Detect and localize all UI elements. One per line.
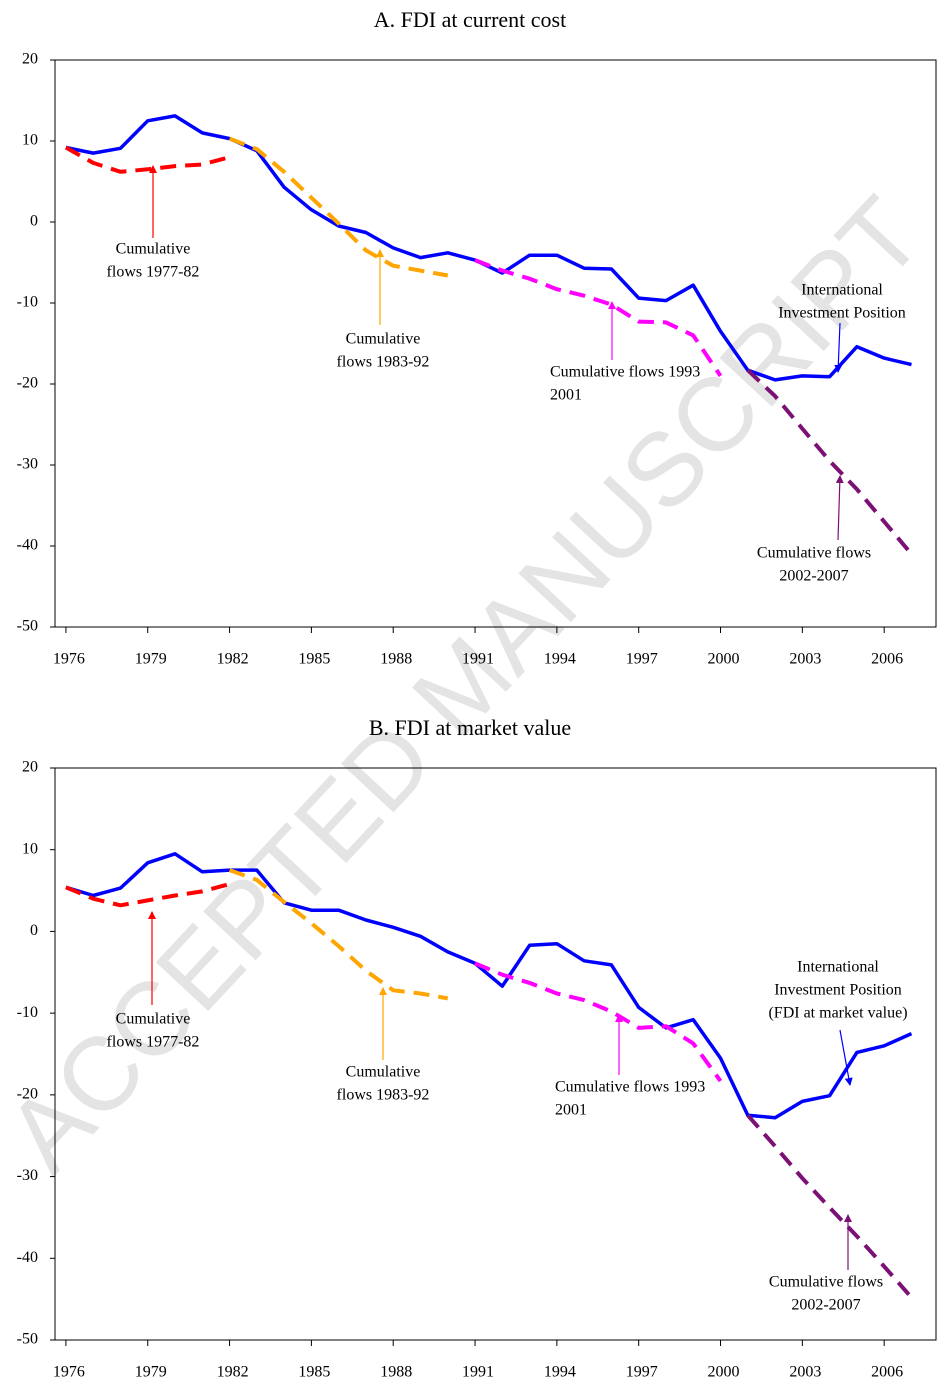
annotation: Cumulative flows xyxy=(769,1274,883,1291)
x-tick-label: 2000 xyxy=(708,651,740,668)
annotation: Cumulative xyxy=(116,1011,191,1028)
annotation: 2002-2007 xyxy=(779,568,848,585)
x-tick-label: 1997 xyxy=(626,1364,658,1381)
cumulative-flow-line xyxy=(228,868,449,1001)
annotation: 2001 xyxy=(555,1102,587,1119)
y-tick-label: -30 xyxy=(17,1167,38,1184)
x-tick-label: 1982 xyxy=(217,1364,249,1381)
annotation: Investment Position xyxy=(774,982,902,999)
y-tick-label: 20 xyxy=(22,51,38,68)
x-tick-label: 2006 xyxy=(871,651,903,668)
plot-frame xyxy=(54,59,937,628)
chart-title: A. FDI at current cost xyxy=(374,7,566,32)
plot-frame xyxy=(54,767,937,1341)
annotation: flows 1977-82 xyxy=(107,264,200,281)
y-tick-label: 10 xyxy=(22,132,38,149)
annotation: International xyxy=(801,282,883,299)
x-tick-label: 1988 xyxy=(380,1364,412,1381)
y-tick-label: 0 xyxy=(30,922,38,939)
annotation-arrow xyxy=(839,1029,853,1086)
annotation: flows 1983-92 xyxy=(337,1087,430,1104)
cumulative-flow-line xyxy=(474,961,723,1083)
y-tick-label: -40 xyxy=(17,537,38,554)
annotation: 2001 xyxy=(550,387,582,404)
annotation: Cumulative flows xyxy=(757,545,871,562)
x-tick-label: 1991 xyxy=(462,1364,494,1381)
y-tick-label: -10 xyxy=(17,1004,38,1021)
x-tick-label: 1979 xyxy=(135,1364,167,1381)
annotation: flows 1977-82 xyxy=(107,1034,200,1051)
x-tick-label: 1976 xyxy=(53,1364,85,1381)
x-tick-label: 2003 xyxy=(789,1364,821,1381)
cumulative-flow-line xyxy=(228,136,449,278)
annotation: Investment Position xyxy=(778,305,906,322)
y-tick-label: -10 xyxy=(17,294,38,311)
annotation: Cumulative xyxy=(116,241,191,258)
x-tick-label: 1976 xyxy=(53,651,85,668)
annotation-arrow xyxy=(835,475,844,541)
x-tick-label: 1982 xyxy=(217,651,249,668)
x-tick-label: 1979 xyxy=(135,651,167,668)
y-tick-label: -40 xyxy=(17,1249,38,1266)
cumulative-flow-line xyxy=(474,258,723,378)
cumulative-flow-line xyxy=(64,145,231,174)
x-tick-label: 1994 xyxy=(544,1364,576,1381)
annotation: (FDI at market value) xyxy=(768,1005,907,1022)
y-tick-label: -30 xyxy=(17,456,38,473)
annotation-arrow xyxy=(834,322,843,373)
y-tick-label: -20 xyxy=(17,1086,38,1103)
x-tick-label: 2003 xyxy=(789,651,821,668)
x-tick-label: 2000 xyxy=(708,1364,740,1381)
x-tick-label: 1994 xyxy=(544,651,576,668)
x-tick-label: 1997 xyxy=(626,651,658,668)
y-tick-label: 10 xyxy=(22,840,38,857)
x-tick-label: 1985 xyxy=(298,1364,330,1381)
annotation: International xyxy=(797,959,879,976)
cumulative-flow-line xyxy=(746,368,914,556)
x-tick-label: 2006 xyxy=(871,1364,903,1381)
iip-line xyxy=(65,852,913,1120)
x-tick-label: 1985 xyxy=(298,651,330,668)
y-tick-label: -20 xyxy=(17,375,38,392)
annotation: Cumulative flows 1993 xyxy=(555,1079,705,1096)
annotation: Cumulative flows 1993 xyxy=(550,364,700,381)
annotation: flows 1983-92 xyxy=(337,354,430,371)
annotation: Cumulative xyxy=(346,1064,421,1081)
cumulative-flow-line xyxy=(65,882,231,908)
y-tick-label: 20 xyxy=(22,759,38,776)
annotation: Cumulative xyxy=(346,331,421,348)
annotation: 2002-2007 xyxy=(791,1297,860,1314)
cumulative-flow-line xyxy=(746,1113,914,1299)
y-tick-label: -50 xyxy=(17,618,38,635)
y-tick-label: 0 xyxy=(30,213,38,230)
x-tick-label: 1991 xyxy=(462,651,494,668)
y-tick-label: -50 xyxy=(17,1331,38,1348)
chart-title: B. FDI at market value xyxy=(369,715,571,740)
x-tick-label: 1988 xyxy=(380,651,412,668)
